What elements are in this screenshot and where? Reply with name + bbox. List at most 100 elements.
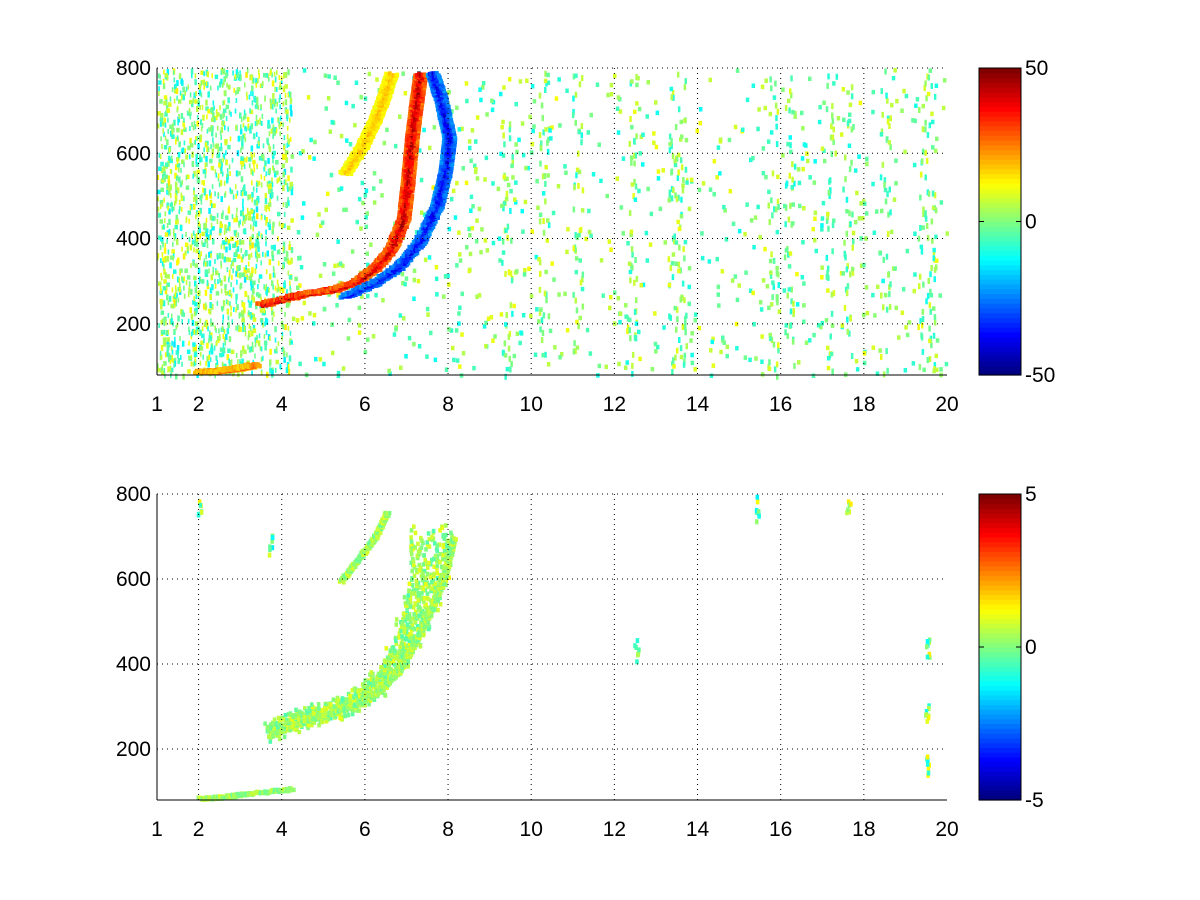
heatmap-cell bbox=[285, 109, 289, 114]
heatmap-cell bbox=[922, 367, 926, 373]
heatmap-cell bbox=[175, 199, 177, 205]
heatmap-cell bbox=[178, 114, 180, 119]
heatmap-cell bbox=[289, 330, 292, 336]
heatmap-cell bbox=[265, 283, 268, 289]
heatmap-cell bbox=[315, 288, 320, 294]
heatmap-cell bbox=[862, 312, 866, 318]
heatmap-cell bbox=[932, 255, 935, 262]
heatmap-cell bbox=[266, 204, 270, 210]
heatmap-cell bbox=[240, 240, 245, 245]
heatmap-cell bbox=[514, 200, 518, 205]
heatmap-cell bbox=[788, 251, 793, 256]
heatmap-cell bbox=[189, 205, 192, 211]
heatmap-cell bbox=[470, 128, 475, 133]
heatmap-cell bbox=[539, 160, 542, 167]
heatmap-cell bbox=[225, 334, 228, 341]
heatmap-cell bbox=[189, 137, 192, 144]
heatmap-cell bbox=[398, 114, 402, 119]
heatmap-cell bbox=[326, 288, 330, 294]
heatmap-cell bbox=[775, 123, 778, 130]
heatmap-cell bbox=[439, 202, 444, 207]
heatmap-cell bbox=[455, 105, 459, 110]
heatmap-cell bbox=[273, 71, 276, 77]
heatmap-cell bbox=[442, 294, 446, 299]
heatmap-cell bbox=[169, 262, 172, 269]
heatmap-cell bbox=[405, 248, 410, 254]
heatmap-cell bbox=[506, 234, 509, 241]
heatmap-cell bbox=[924, 80, 927, 87]
heatmap-cell bbox=[251, 294, 254, 301]
heatmap-cell bbox=[399, 365, 403, 370]
heatmap-cell bbox=[262, 322, 264, 328]
heatmap-cell bbox=[566, 227, 570, 232]
heatmap-cell bbox=[677, 106, 681, 113]
heatmap-cell bbox=[360, 155, 364, 160]
heatmap-cell bbox=[395, 239, 399, 245]
heatmap-cell bbox=[188, 340, 190, 346]
heatmap-cell bbox=[225, 215, 229, 220]
heatmap-cell bbox=[880, 208, 884, 214]
heatmap-cell bbox=[335, 303, 339, 308]
heatmap-cell bbox=[162, 174, 164, 180]
heatmap-cell bbox=[209, 294, 212, 300]
heatmap-cell bbox=[816, 323, 821, 328]
heatmap-cell bbox=[195, 211, 198, 217]
heatmap-cell bbox=[271, 192, 274, 198]
heatmap-cell bbox=[254, 97, 257, 103]
heatmap-cell bbox=[514, 101, 518, 107]
heatmap-cell bbox=[545, 297, 548, 304]
heatmap-cell bbox=[402, 258, 407, 264]
heatmap-cell bbox=[159, 212, 162, 218]
heatmap-cell bbox=[628, 269, 633, 275]
heatmap-cell bbox=[268, 76, 270, 82]
heatmap-cell bbox=[369, 137, 374, 142]
heatmap-cell bbox=[272, 104, 274, 110]
heatmap-cell bbox=[500, 203, 504, 209]
heatmap-cell bbox=[450, 128, 454, 134]
heatmap-cell bbox=[275, 128, 278, 134]
heatmap-cell bbox=[413, 148, 417, 154]
heatmap-cell bbox=[684, 137, 689, 143]
heatmap-cell bbox=[408, 215, 412, 220]
heatmap-cell bbox=[283, 153, 286, 160]
heatmap-cell bbox=[352, 157, 356, 163]
heatmap-cell bbox=[572, 206, 576, 213]
heatmap-cell bbox=[441, 205, 445, 210]
heatmap-cell bbox=[277, 211, 281, 217]
heatmap-cell bbox=[241, 310, 245, 315]
heatmap-cell bbox=[447, 171, 452, 176]
heatmap-cell bbox=[633, 109, 637, 115]
heatmap-cell bbox=[690, 331, 694, 336]
heatmap-cell bbox=[178, 277, 181, 283]
heatmap-cell bbox=[563, 164, 567, 169]
heatmap-cell bbox=[230, 359, 233, 365]
heatmap-cell bbox=[404, 252, 409, 258]
heatmap-cell bbox=[402, 266, 406, 272]
heatmap-cell bbox=[267, 140, 269, 145]
heatmap-cell bbox=[400, 226, 405, 232]
heatmap-cell bbox=[206, 355, 209, 362]
heatmap-cell bbox=[752, 322, 756, 327]
heatmap-cell bbox=[318, 357, 323, 362]
heatmap-cell bbox=[220, 213, 224, 220]
heatmap-cell bbox=[176, 259, 179, 266]
heatmap-cell bbox=[246, 275, 248, 280]
heatmap-cell bbox=[661, 168, 665, 173]
heatmap-cell bbox=[445, 134, 450, 140]
heatmap-cell bbox=[510, 163, 514, 169]
heatmap-cell bbox=[580, 208, 585, 213]
heatmap-cell bbox=[894, 181, 898, 186]
heatmap-cell bbox=[222, 347, 226, 354]
heatmap-cell bbox=[291, 316, 296, 322]
heatmap-cell bbox=[283, 256, 288, 262]
heatmap-cell bbox=[712, 159, 717, 164]
heatmap-cell bbox=[235, 240, 238, 247]
heatmap-cell bbox=[673, 158, 677, 164]
heatmap-cell bbox=[195, 91, 197, 97]
heatmap-cell bbox=[491, 240, 496, 246]
heatmap-cell bbox=[206, 71, 210, 78]
heatmap-cell bbox=[728, 189, 733, 194]
heatmap-cell bbox=[271, 369, 274, 376]
heatmap-cell bbox=[265, 220, 267, 226]
heatmap-cell bbox=[798, 203, 802, 209]
